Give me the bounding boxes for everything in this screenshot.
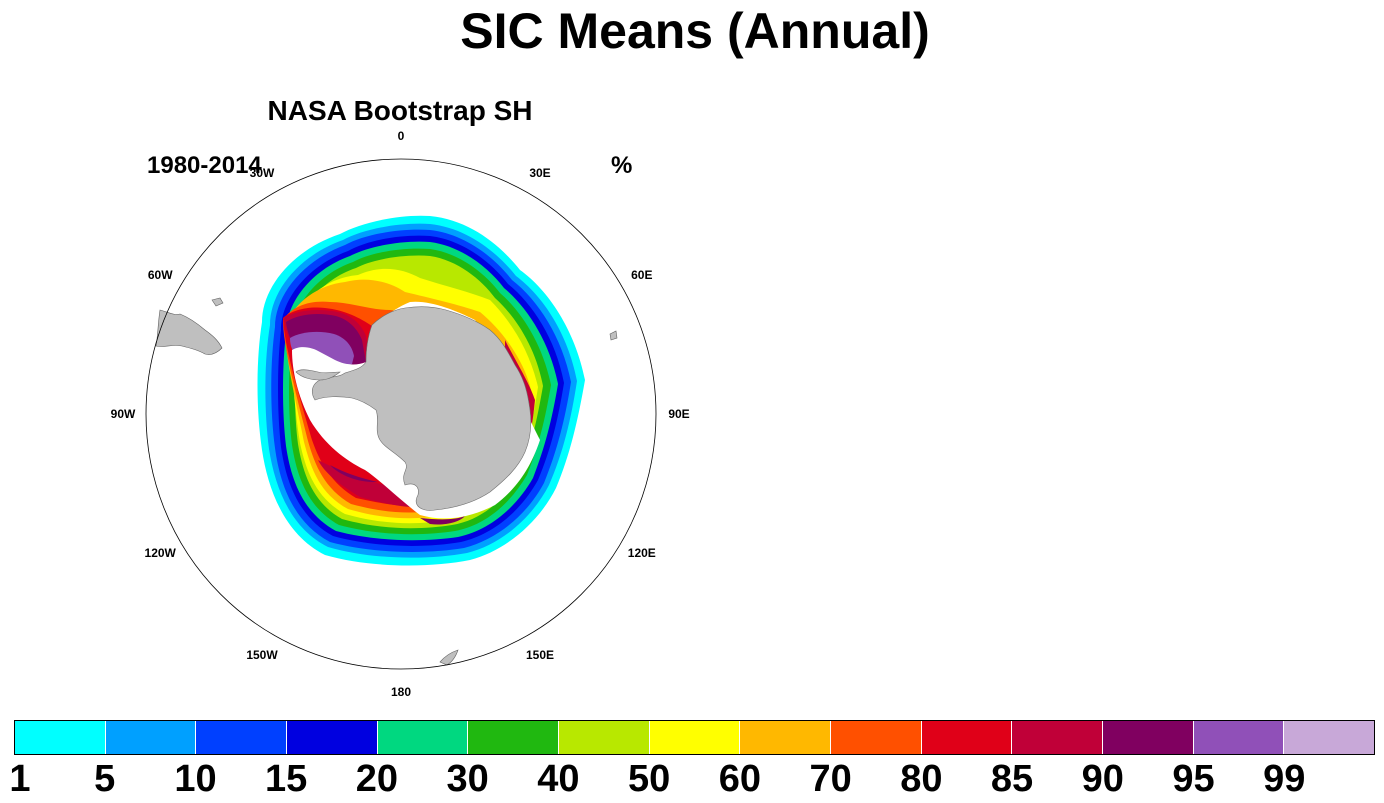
- period-label: 1980-2014: [147, 152, 262, 179]
- colorbar-label: 20: [355, 758, 399, 800]
- colorbar-label: 60: [718, 758, 761, 800]
- colorbar-label: 95: [1172, 758, 1215, 800]
- colorbar: [14, 720, 1375, 755]
- figure-subtitle: NASA Bootstrap SH: [267, 95, 533, 126]
- colorbar-box: [920, 721, 1012, 754]
- polar-map: 0 30E 60E 90E 120E 150E 180 150W 120W 90W 60W 30W: [111, 129, 690, 699]
- longitude-label: 30E: [529, 166, 550, 180]
- colorbar-box: [15, 721, 105, 754]
- longitude-label: 120W: [145, 546, 177, 560]
- colorbar-box: [739, 721, 831, 754]
- colorbar-box: [1192, 721, 1284, 754]
- new-zealand-land: [439, 649, 459, 666]
- colorbar-box: [195, 721, 287, 754]
- colorbar-box: [558, 721, 649, 754]
- colorbar-label: 10: [174, 758, 217, 800]
- colorbar-label: 30: [446, 758, 489, 800]
- colorbar-box: [830, 721, 921, 754]
- longitude-label: 150W: [246, 648, 278, 662]
- longitude-label: 0: [398, 129, 405, 143]
- colorbar-box: [104, 721, 196, 754]
- longitude-label: 120E: [628, 546, 656, 560]
- units-label: %: [611, 152, 633, 179]
- longitude-label: 30W: [250, 166, 275, 180]
- colorbar-label: 80: [900, 758, 943, 800]
- colorbar-box: [1102, 721, 1193, 754]
- colorbar-label: 40: [537, 758, 580, 800]
- longitude-labels: 0 30E 60E 90E 120E 150E 180 150W 120W 90W 60W 30W: [111, 129, 690, 699]
- antarctic-peninsula: [295, 369, 341, 381]
- south-america-land: [155, 309, 223, 355]
- colorbar-box: [1283, 721, 1375, 754]
- colorbar-label: 15: [265, 758, 308, 800]
- colorbar-labels: 1 5 10 15 20 30 40 50 60 70 80 85 90 95 99: [0, 755, 1384, 803]
- map-boundary-circle: [145, 158, 657, 670]
- longitude-label: 60W: [148, 268, 173, 282]
- colorbar-box: [1011, 721, 1103, 754]
- colorbar-box: [286, 721, 377, 754]
- colorbar-label: 70: [809, 758, 852, 800]
- colorbar-label: 50: [627, 758, 671, 800]
- colorbar-label: 1: [9, 758, 31, 800]
- colorbar-label: 85: [990, 758, 1034, 800]
- antarctica-land: [311, 306, 532, 511]
- colorbar-label: 90: [1081, 758, 1124, 800]
- figure-title: SIC Means (Annual): [460, 3, 930, 59]
- colorbar-label: 99: [1263, 758, 1306, 800]
- kerguelen-land: [609, 330, 618, 341]
- colorbar-box: [467, 721, 559, 754]
- longitude-label: 150E: [526, 648, 554, 662]
- longitude-label: 60E: [631, 268, 652, 282]
- longitude-label: 90W: [111, 407, 136, 421]
- colorbar-box: [376, 721, 468, 754]
- falkland-islands-land: [211, 297, 224, 307]
- longitude-label: 180: [391, 685, 411, 699]
- longitude-label: 90E: [668, 407, 689, 421]
- colorbar-box: [648, 721, 740, 754]
- colorbar-label: 5: [94, 758, 116, 800]
